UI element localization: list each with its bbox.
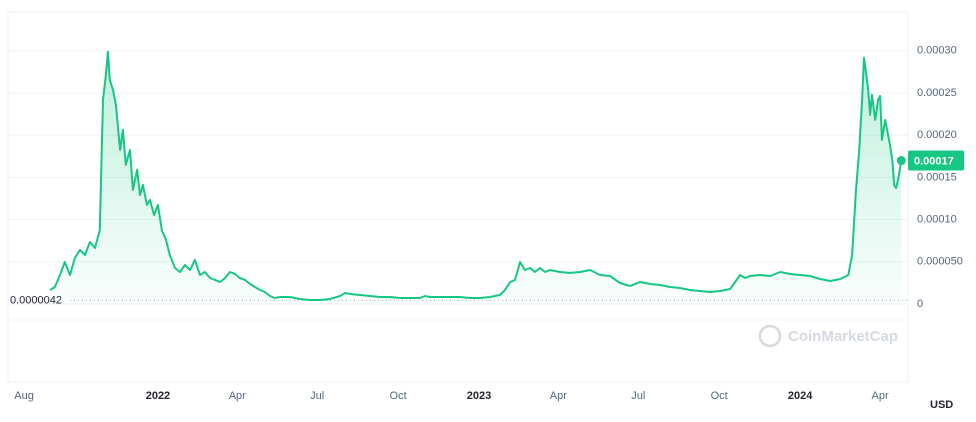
watermark: CoinMarketCap bbox=[758, 324, 898, 348]
y-tick-label: 0.00030 bbox=[917, 45, 957, 57]
y-tick-label: 0.00010 bbox=[917, 214, 957, 226]
reference-label: 0.0000042 bbox=[10, 294, 62, 306]
price-tag-label: 0.00017 bbox=[914, 155, 954, 167]
x-tick-label: 2024 bbox=[788, 390, 813, 402]
x-tick-label: Apr bbox=[550, 390, 567, 402]
y-tick-label: 0.00015 bbox=[917, 171, 957, 183]
y-tick-label: 0.00025 bbox=[917, 87, 957, 99]
current-price-dot bbox=[896, 156, 906, 166]
watermark-text: CoinMarketCap bbox=[788, 328, 898, 345]
x-tick-label: 2023 bbox=[467, 390, 491, 402]
x-tick-label: 2022 bbox=[146, 390, 170, 402]
plot-frame bbox=[7, 11, 909, 383]
x-tick-label: Oct bbox=[390, 390, 407, 402]
currency-label: USD bbox=[930, 399, 953, 411]
x-tick-label: Apr bbox=[229, 390, 246, 402]
y-tick-label: 0.000050 bbox=[917, 256, 963, 268]
x-tick-label: Jul bbox=[631, 390, 645, 402]
y-tick-label: 0 bbox=[917, 298, 923, 310]
x-tick-label: Jul bbox=[310, 390, 324, 402]
price-line bbox=[49, 50, 903, 301]
price-tag bbox=[908, 150, 964, 171]
x-tick-label: Oct bbox=[711, 390, 728, 402]
x-tick-label: Aug bbox=[14, 390, 34, 402]
x-tick-label: Apr bbox=[872, 390, 889, 402]
y-tick-label: 0.00020 bbox=[917, 129, 957, 141]
